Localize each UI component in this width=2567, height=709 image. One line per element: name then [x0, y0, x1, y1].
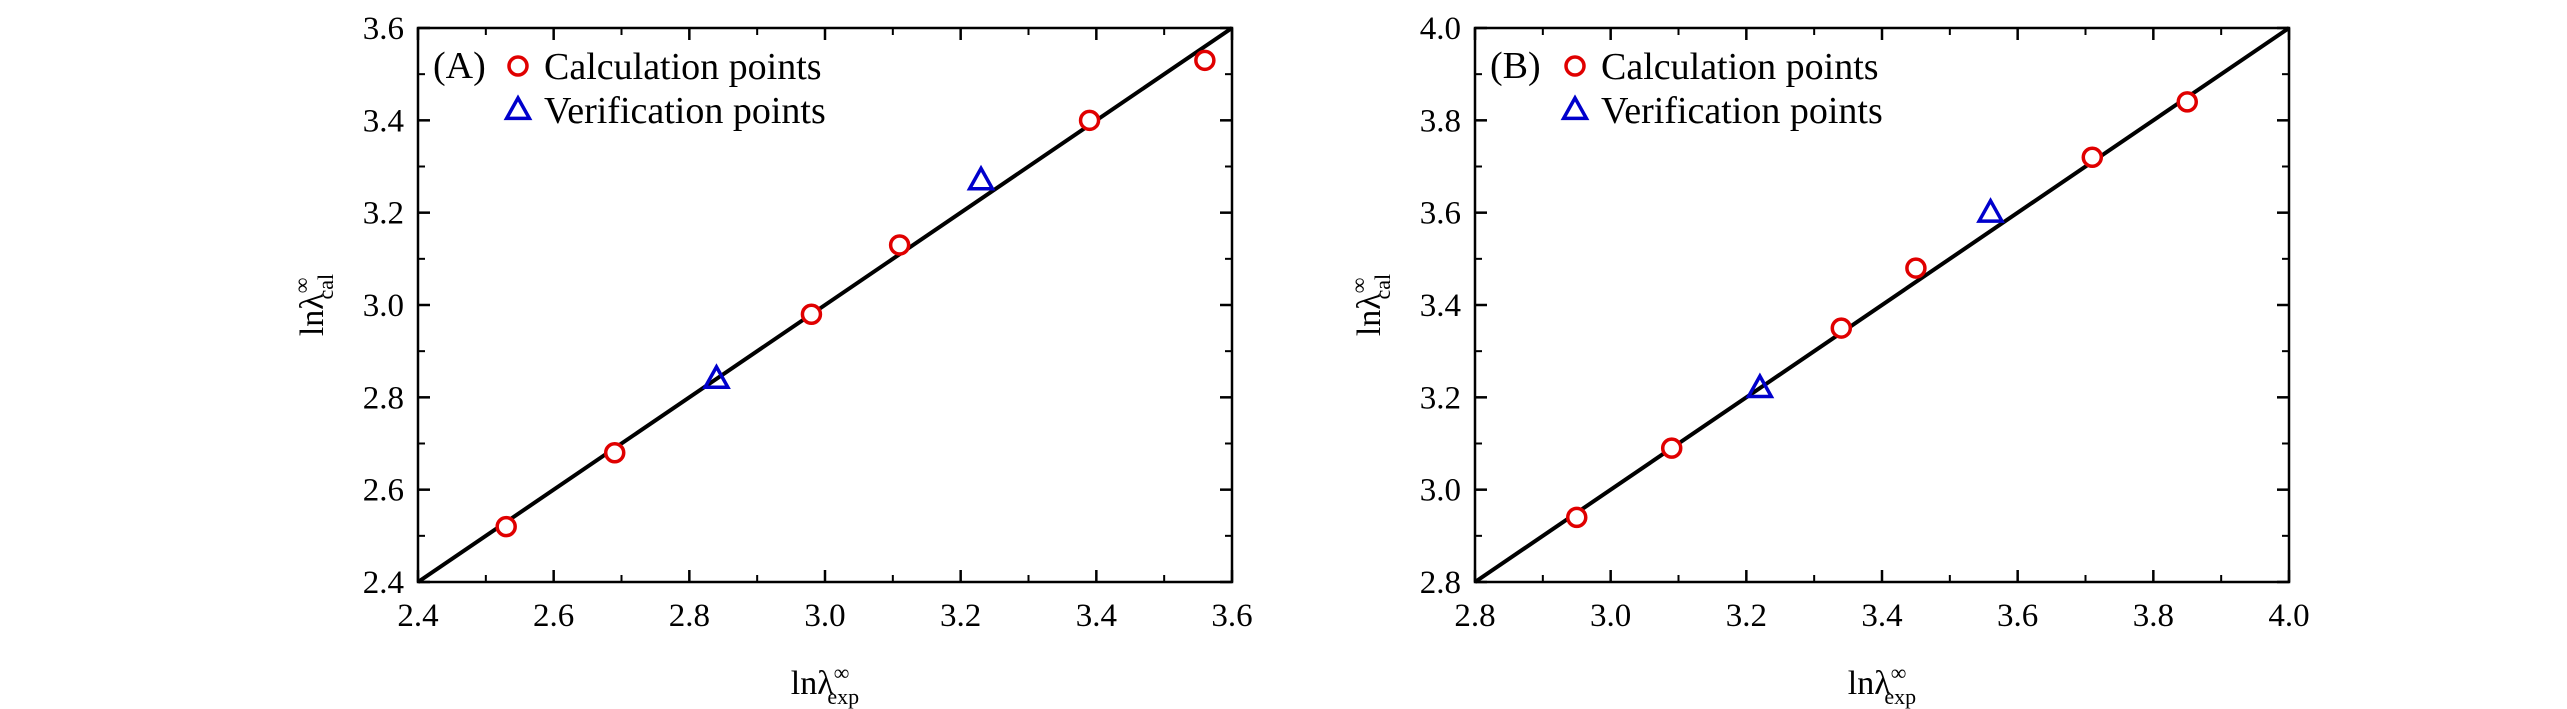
series-verification: [702, 164, 996, 390]
x-tick-label: 2.8: [1454, 598, 1495, 634]
panel-label: (A): [433, 45, 486, 87]
y-tick-label: 3.4: [1420, 288, 1461, 324]
series-verification: [1745, 197, 2005, 399]
y-tick-label: 2.6: [363, 473, 404, 509]
y-tick-label: 3.4: [363, 103, 404, 139]
y-tick-label: 2.8: [363, 380, 404, 416]
y-axis-label-main: lnλ: [294, 293, 331, 336]
data-point: [603, 441, 626, 464]
x-tick-label: 3.0: [1590, 598, 1631, 634]
x-tick-label: 3.6: [1211, 598, 1252, 634]
panel-label: (B): [1490, 45, 1541, 87]
legend-label: Calculation points: [1601, 46, 1879, 88]
data-point: [2081, 146, 2104, 169]
x-axis-label: lnλ∞ exp: [1848, 660, 1916, 709]
legend-marker-triangle: [503, 94, 533, 121]
x-axis-label-main: lnλ: [791, 665, 834, 702]
data-point: [1745, 372, 1775, 399]
y-tick-label: 4.0: [1420, 11, 1461, 47]
data-point: [800, 303, 823, 325]
y-tick-label: 3.0: [1420, 473, 1461, 509]
data-point: [702, 363, 731, 390]
y-axis-label-sub: cal: [1370, 274, 1395, 300]
panel-b: 2.8 3.0 3.2 3.4 3.6 3.8 4.0 2.8 3.0 3.2 3.4 3.6 3.8 4…: [1346, 11, 2310, 709]
x-tick-label: 2.6: [533, 598, 574, 634]
y-axis-label: lnλ∞cal: [1346, 274, 1395, 336]
data-point: [1905, 257, 1927, 279]
x-axis-label-sup: ∞: [834, 660, 850, 685]
x-tick-label: 2.4: [397, 598, 438, 634]
legend-marker-triangle: [1560, 94, 1590, 121]
fit-line: [1473, 26, 2291, 584]
series-calculation: [1566, 91, 2198, 529]
x-tick-label: 3.6: [1997, 598, 2038, 634]
legend-label: Verification points: [1601, 90, 1883, 132]
y-axis-label: lnλ∞cal: [289, 274, 338, 336]
x-tick-label: 3.4: [1076, 598, 1117, 634]
x-axis-label-sub: exp: [1884, 684, 1916, 709]
y-tick-label: 2.8: [1420, 565, 1461, 601]
x-tick-label: 3.8: [2133, 598, 2174, 634]
y-tick-label: 3.6: [363, 11, 404, 47]
data-point: [966, 164, 996, 191]
series-calculation: [495, 49, 1216, 538]
y-tick-label: 3.2: [363, 196, 404, 232]
data-point: [1660, 437, 1683, 459]
x-tick-label: 4.0: [2268, 598, 2309, 634]
y-axis-label-main: lnλ: [1351, 293, 1388, 336]
y-axis-label-sup: ∞: [1346, 278, 1371, 294]
data-point: [1194, 49, 1216, 72]
x-tick-label: 3.0: [804, 598, 845, 634]
x-axis-label-sub: exp: [827, 684, 859, 709]
x-tick-label: 3.2: [940, 598, 981, 634]
y-tick-label: 3.0: [363, 288, 404, 324]
y-axis-label-sub: cal: [313, 274, 338, 300]
data-point: [888, 234, 911, 256]
y-axis-label-sup: ∞: [289, 278, 314, 294]
legend-label: Verification points: [544, 90, 826, 132]
data-point: [1830, 317, 1853, 339]
data-point: [2176, 91, 2198, 113]
x-axis-label-sup: ∞: [1891, 660, 1907, 685]
data-point: [1566, 506, 1588, 529]
x-tick-label: 3.4: [1861, 598, 1902, 634]
legend-marker-circle: [1564, 55, 1586, 77]
y-tick-label: 3.6: [1420, 196, 1461, 232]
data-point: [1976, 197, 2005, 223]
legend-marker-circle: [507, 55, 529, 77]
data-point: [1078, 109, 1101, 132]
x-axis-label-main: lnλ: [1848, 665, 1891, 702]
y-tick-label: 2.4: [363, 565, 404, 601]
x-tick-label: 2.8: [669, 598, 710, 634]
y-tick-label: 3.2: [1420, 380, 1461, 416]
x-axis-label: lnλ∞ exp: [791, 660, 859, 709]
x-tick-label: 3.2: [1726, 598, 1767, 634]
legend-label: Calculation points: [544, 46, 822, 88]
y-tick-label: 3.8: [1420, 103, 1461, 139]
panel-a: 2.4 2.6 2.8 3.0 3.2 3.4 3.6 2.4 2.6 2.8 3.0 3.2 3.4 3…: [289, 11, 1253, 709]
data-point: [495, 515, 517, 538]
